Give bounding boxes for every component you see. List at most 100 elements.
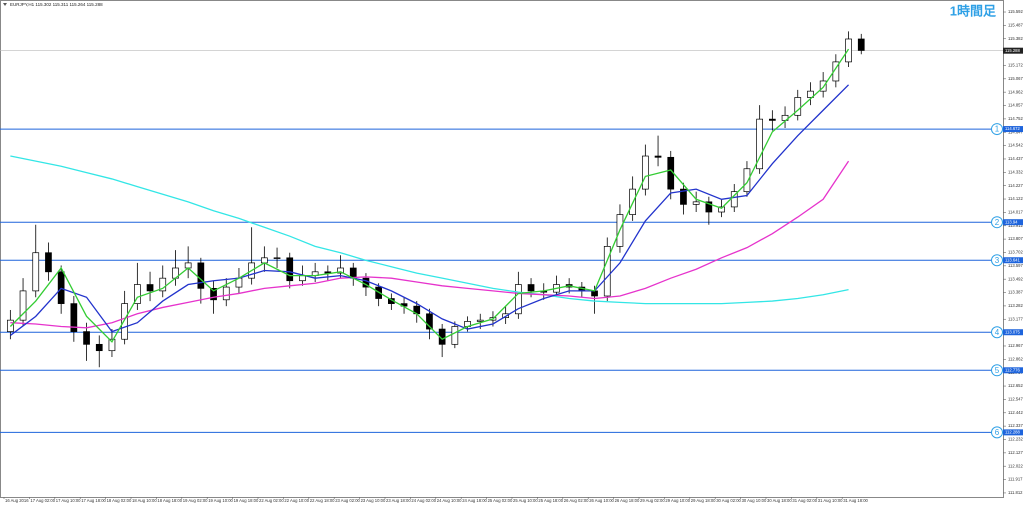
candle-body <box>603 246 611 297</box>
x-tick-label: 22 Aug 18:00 <box>310 498 335 503</box>
x-tick-label: 26 Aug 10:00 <box>589 498 614 503</box>
x-tick-label: 17 Aug 18:00 <box>81 498 106 503</box>
level-marker <box>991 216 1003 229</box>
candle-body <box>692 201 700 205</box>
y-tick-label: 114.017 <box>1008 210 1023 215</box>
y-tick-label: 114.752 <box>1008 116 1023 121</box>
candle-body <box>146 284 154 292</box>
y-tick-label: 112.547 <box>1008 397 1023 402</box>
level-marker <box>991 364 1003 377</box>
x-tick-label: 25 Aug 02:00 <box>488 498 513 503</box>
x-tick-label: 25 Aug 18:00 <box>538 498 563 503</box>
x-tick-label: 31 Aug 18:00 <box>843 498 868 503</box>
candle-body <box>159 277 167 292</box>
x-tick-label: 22 Aug 02:00 <box>259 498 284 503</box>
y-tick-label: 115.172 <box>1008 63 1023 68</box>
level-price: 113.075 <box>1005 329 1020 334</box>
y-tick-label: 114.227 <box>1008 183 1023 188</box>
x-tick-label: 24 Aug 10:00 <box>437 498 462 503</box>
y-tick-label: 112.442 <box>1008 410 1023 415</box>
x-tick-label: 30 Aug 10:00 <box>742 498 767 503</box>
level-price: 112.776 <box>1005 367 1020 372</box>
x-tick-label: 25 Aug 10:00 <box>513 498 538 503</box>
candle-body <box>19 290 27 321</box>
x-tick-label: 23 Aug 10:00 <box>361 498 386 503</box>
symbol-icon <box>3 3 7 6</box>
y-tick-label: 115.382 <box>1008 36 1023 41</box>
candle-body <box>476 319 484 322</box>
candle-body <box>768 118 776 121</box>
x-tick-label: 29 Aug 10:00 <box>665 498 690 503</box>
candle-body <box>222 286 230 301</box>
y-tick-label: 112.232 <box>1008 437 1023 442</box>
candle-body <box>819 80 827 92</box>
level-marker <box>991 254 1003 267</box>
level-number: 3 <box>995 256 1000 265</box>
level-number: 5 <box>995 366 1000 375</box>
level-marker <box>991 123 1003 136</box>
candle-body <box>654 155 662 158</box>
x-tick-label: 26 Aug 18:00 <box>615 498 640 503</box>
candle-body <box>591 290 598 297</box>
candle-body <box>451 326 459 345</box>
y-tick-label: 111.812 <box>1008 490 1023 495</box>
level-marker <box>991 326 1003 339</box>
current-price-label: 115.288 <box>1005 48 1020 53</box>
x-tick-label: 26 Aug 02:00 <box>564 498 589 503</box>
candle-body <box>794 97 802 116</box>
x-tick-label: 16 Aug 2016 <box>5 498 29 503</box>
level-price: 114.672 <box>1005 126 1020 131</box>
plot-frame <box>0 0 1004 498</box>
level-price-box <box>1003 219 1023 226</box>
x-tick-label: 30 Aug 02:00 <box>716 498 741 503</box>
moving-average <box>10 155 849 305</box>
candle-body <box>832 61 840 82</box>
x-tick-label: 31 Aug 10:00 <box>818 498 843 503</box>
level-price-box <box>1003 126 1023 133</box>
candle-body <box>514 284 522 315</box>
x-tick-label: 18 Aug 10:00 <box>132 498 157 503</box>
x-tick-label: 17 Aug 02:00 <box>30 498 55 503</box>
x-tick-label: 31 Aug 02:00 <box>792 498 817 503</box>
x-tick-label: 19 Aug 18:00 <box>234 498 259 503</box>
y-tick-label: 114.437 <box>1008 156 1023 161</box>
y-tick-label: 113.282 <box>1008 303 1023 308</box>
y-tick-label: 114.122 <box>1008 196 1023 201</box>
candle-body <box>718 206 725 213</box>
y-tick-label: 113.807 <box>1008 236 1023 241</box>
candle-body <box>121 303 129 340</box>
y-tick-label: 113.492 <box>1008 276 1023 281</box>
candle-body <box>286 257 294 282</box>
candle-body <box>299 275 306 282</box>
level-price: 113.94 <box>1005 219 1018 224</box>
moving-average <box>10 160 850 329</box>
candle-body <box>95 343 103 352</box>
y-tick-label: 112.127 <box>1008 450 1023 455</box>
x-tick-label: 18 Aug 02:00 <box>107 498 132 503</box>
candle-body <box>210 287 217 301</box>
level-price: 112.288 <box>1005 429 1020 434</box>
candle-body <box>45 252 52 273</box>
candle-body <box>426 313 433 330</box>
y-tick-label: 114.542 <box>1008 143 1023 148</box>
x-tick-label: 24 Aug 02:00 <box>411 498 436 503</box>
y-tick-label: 115.067 <box>1008 76 1023 81</box>
candle-body <box>641 155 649 190</box>
y-tick-label: 111.917 <box>1008 477 1023 482</box>
level-price: 113.641 <box>1005 257 1020 262</box>
x-tick-label: 23 Aug 18:00 <box>386 498 411 503</box>
current-price-box <box>1003 47 1023 54</box>
candle-body <box>273 257 281 259</box>
y-tick-label: 113.387 <box>1008 290 1023 295</box>
moving-average <box>9 84 850 336</box>
level-number: 4 <box>995 328 1000 337</box>
level-price-box <box>1003 329 1023 336</box>
x-tick-label: 19 Aug 10:00 <box>208 498 233 503</box>
y-tick-label: 114.857 <box>1008 103 1023 108</box>
candle-body <box>70 303 78 332</box>
y-tick-label: 113.597 <box>1008 263 1023 268</box>
candle-body <box>527 284 535 292</box>
y-tick-label: 115.487 <box>1008 22 1023 27</box>
level-number: 6 <box>995 428 1000 437</box>
candle-body <box>756 118 764 170</box>
